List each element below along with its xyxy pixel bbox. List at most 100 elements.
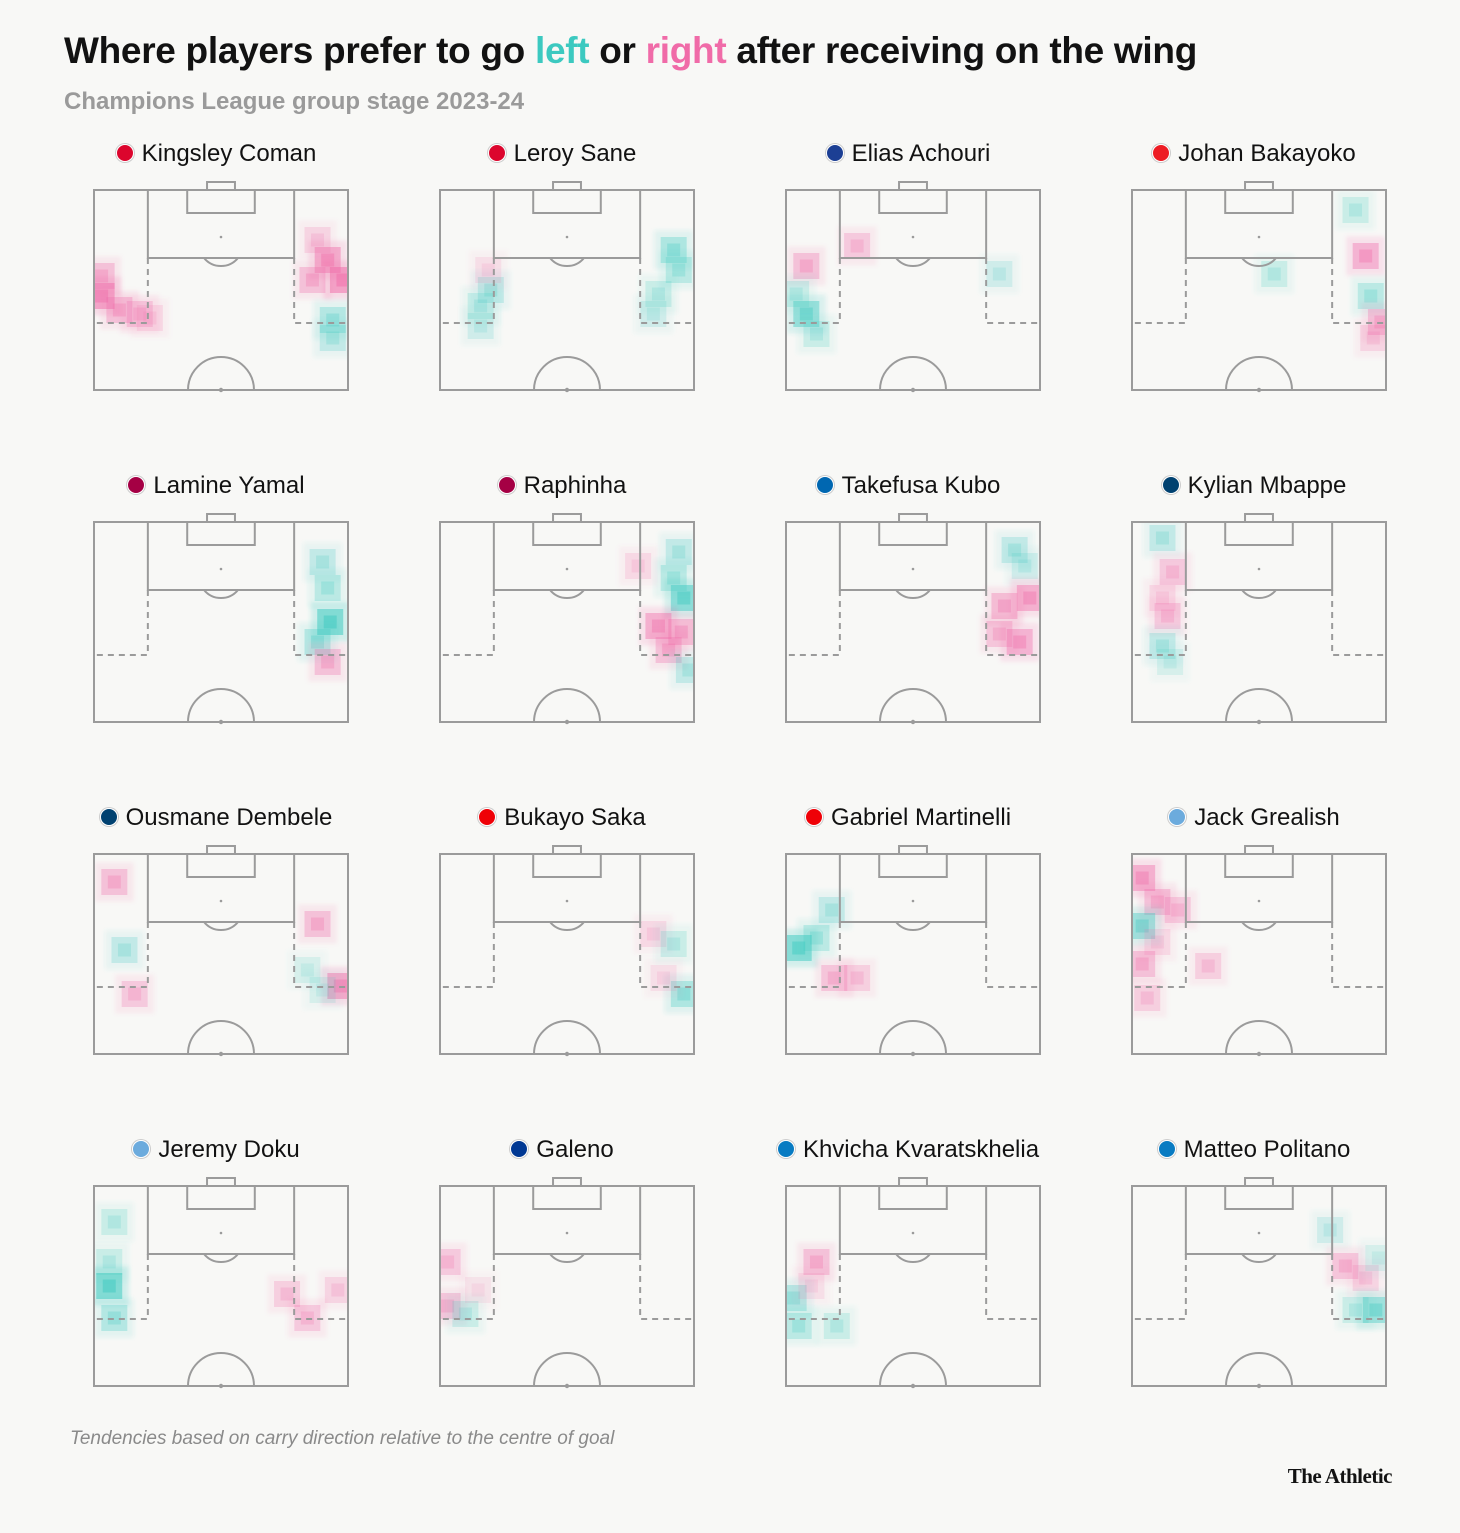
penalty-box	[146, 1185, 296, 1255]
club-badge-icon	[115, 144, 134, 162]
heat-cell-left	[1342, 197, 1369, 223]
heat-core-right	[441, 1255, 455, 1269]
goal	[552, 513, 582, 523]
heat-core-left	[672, 545, 686, 559]
club-badge-icon	[1161, 476, 1180, 494]
heat-layer	[94, 862, 348, 1014]
heat-cell-right	[440, 1249, 461, 1275]
heat-cell-right	[136, 305, 163, 331]
heat-halo-right	[1010, 578, 1040, 618]
player-name-text: Kylian Mbappe	[1187, 472, 1347, 499]
right-wing-zone	[1331, 590, 1386, 656]
player-name-text: Khvicha Kvaratskhelia	[802, 1136, 1040, 1163]
heat-layer	[440, 1242, 498, 1334]
heat-cell-right	[1134, 985, 1161, 1011]
heat-halo-right	[1346, 236, 1386, 276]
centre-circle	[187, 1020, 255, 1055]
centre-spot	[564, 719, 570, 725]
half-pitch-heatmap	[785, 1177, 1041, 1389]
heat-layer	[786, 1242, 857, 1346]
heat-core-right	[336, 273, 348, 287]
heat-halo-right	[298, 904, 338, 944]
centre-spot	[910, 1051, 916, 1057]
penalty-box	[838, 1185, 988, 1255]
player-name: Gabriel Martinelli	[758, 804, 1058, 832]
centre-circle	[1225, 356, 1293, 391]
heat-core-left	[992, 267, 1006, 281]
goal	[206, 1177, 236, 1187]
heat-halo-left	[303, 970, 343, 1010]
centre-circle	[533, 356, 601, 391]
penalty-spot	[1257, 567, 1261, 571]
heat-cell-right	[1154, 603, 1181, 629]
penalty-spot	[565, 1231, 569, 1235]
heat-core-right	[1366, 331, 1380, 345]
penalty-arc	[203, 589, 239, 600]
left-wing-zone	[786, 258, 841, 324]
heat-core-left	[830, 1319, 844, 1333]
player-panel: Matteo Politano	[1104, 1136, 1404, 1436]
club-badge-icon	[804, 808, 823, 826]
heat-cell-left	[1365, 1245, 1386, 1271]
penalty-box	[492, 521, 642, 591]
heat-core-right	[850, 239, 864, 253]
heat-halo-left	[94, 1242, 129, 1282]
heat-cell-right	[314, 649, 341, 675]
heat-core-left	[1349, 203, 1363, 217]
centre-spot	[218, 387, 224, 393]
club-badge-icon	[132, 1140, 151, 1158]
heat-cell-left	[1317, 1217, 1344, 1243]
heat-cell-left	[96, 1249, 123, 1275]
player-panel: Takefusa Kubo	[758, 472, 1058, 772]
heat-cell-left	[803, 925, 830, 951]
goal	[552, 181, 582, 191]
penalty-box	[1184, 521, 1334, 591]
centre-circle	[533, 688, 601, 723]
goal	[898, 181, 928, 191]
player-name-text: Bukayo Saka	[504, 804, 646, 831]
heat-layer	[461, 230, 694, 346]
six-yard-box	[1224, 853, 1294, 878]
heat-cell-right	[304, 911, 331, 937]
left-wing-zone	[1132, 258, 1187, 324]
heat-core-left	[682, 663, 694, 677]
title-right-word: right	[645, 30, 727, 71]
centre-circle	[879, 688, 947, 723]
heat-core-right	[657, 971, 671, 985]
club-badge-icon	[510, 1140, 529, 1158]
wing-zone-lines	[786, 922, 1040, 988]
heat-core-right	[1201, 959, 1215, 973]
player-panel: Kingsley Coman	[66, 140, 366, 440]
wing-zone-lines	[786, 1254, 1040, 1320]
penalty-arc	[1241, 589, 1277, 600]
half-pitch-heatmap	[1131, 513, 1387, 725]
centre-spot	[910, 387, 916, 393]
half-pitch-heatmap	[439, 181, 695, 393]
heat-core-left	[825, 903, 839, 917]
penalty-arc	[549, 257, 585, 268]
goal	[898, 513, 928, 523]
heat-halo-right	[1188, 946, 1228, 986]
heat-core-left	[646, 307, 660, 321]
centre-spot	[1256, 1051, 1262, 1057]
left-wing-zone	[786, 1254, 841, 1320]
penalty-spot	[219, 1231, 223, 1235]
goal	[206, 513, 236, 523]
penalty-spot	[911, 567, 915, 571]
chart-title: Where players prefer to go left or right…	[64, 30, 1197, 72]
heat-core-left	[672, 263, 686, 277]
player-panel: Khvicha Kvaratskhelia	[758, 1136, 1058, 1436]
player-panel: Leroy Sane	[412, 140, 712, 440]
heat-core-right	[321, 655, 335, 669]
player-name-text: Takefusa Kubo	[841, 472, 1001, 499]
heat-core-right	[804, 1279, 818, 1293]
half-pitch-heatmap	[1131, 1177, 1387, 1389]
heat-core-left	[667, 571, 681, 585]
heat-core-right	[143, 311, 157, 325]
penalty-spot	[911, 235, 915, 239]
player-name: Elias Achouri	[758, 140, 1058, 168]
player-name: Kylian Mbappe	[1104, 472, 1404, 500]
goal	[1244, 845, 1274, 855]
centre-spot	[218, 1051, 224, 1057]
heat-halo-right	[308, 642, 348, 682]
